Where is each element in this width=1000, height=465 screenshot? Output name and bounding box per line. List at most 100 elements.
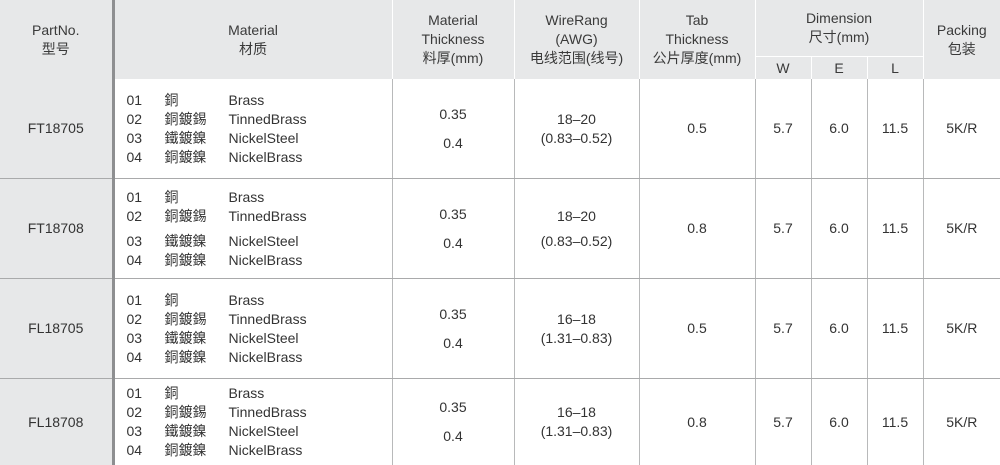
material-en: TinnedBrass (229, 207, 369, 226)
material-code: 01 (127, 91, 165, 110)
material-en: NickelBrass (229, 148, 369, 167)
material-code: 03 (127, 129, 165, 148)
header-dim-w: W (755, 57, 811, 80)
thickness-cell: 0.35 0.4 (392, 79, 514, 179)
material-en: NickelSteel (229, 129, 369, 148)
header-tab-l3: 公片厚度(mm) (640, 49, 755, 68)
material-en: NickelBrass (229, 348, 369, 367)
material-en: NickelSteel (229, 329, 369, 348)
wire-awg: 18–20 (515, 110, 639, 129)
dim-w: 5.7 (755, 279, 811, 379)
tab-thickness: 0.5 (639, 79, 755, 179)
dim-e: 6.0 (811, 279, 867, 379)
header-wire-l1: WireRang (515, 11, 639, 30)
material-code: 02 (127, 310, 165, 329)
thickness-value: 0.35 (393, 305, 514, 324)
header-row: PartNo. 型号 Material 材质 Material Thicknes… (0, 0, 1000, 57)
material-en: TinnedBrass (229, 403, 369, 422)
header-part-en: PartNo. (0, 21, 112, 40)
material-code: 04 (127, 148, 165, 167)
material-code: 04 (127, 441, 165, 460)
wire-awg: 16–18 (515, 310, 639, 329)
header-packing: Packing 包装 (923, 0, 1000, 79)
material-cn: 鐵鍍鎳 (165, 129, 229, 148)
material-code: 03 (127, 329, 165, 348)
part-number: FL18705 (0, 279, 113, 379)
packing: 5K/R (923, 179, 1000, 279)
material-en: Brass (229, 188, 369, 207)
material-cn: 銅 (165, 291, 229, 310)
header-dim-e: E (811, 57, 867, 80)
thickness-value: 0.4 (393, 234, 514, 253)
wire-mm: (0.83–0.52) (515, 129, 639, 148)
thickness-cell: 0.35 0.4 (392, 379, 514, 465)
dim-e: 6.0 (811, 79, 867, 179)
thickness-value: 0.35 (393, 105, 514, 124)
header-thickness-l2: Thickness (393, 30, 514, 49)
packing: 5K/R (923, 279, 1000, 379)
header-wire-l3: 电线范围(线号) (515, 49, 639, 68)
header-thickness-l3: 料厚(mm) (393, 49, 514, 68)
header-wire: WireRang (AWG) 电线范围(线号) (514, 0, 639, 79)
dim-e: 6.0 (811, 179, 867, 279)
header-dimension-en: Dimension (756, 9, 923, 28)
material-en: NickelSteel (229, 422, 369, 441)
dim-w: 5.7 (755, 179, 811, 279)
material-code: 03 (127, 232, 165, 251)
material-cn: 銅 (165, 91, 229, 110)
part-number: FT18708 (0, 179, 113, 279)
material-en: NickelBrass (229, 251, 369, 270)
material-en: NickelSteel (229, 232, 369, 251)
thickness-cell: 0.35 0.4 (392, 279, 514, 379)
dim-l: 11.5 (867, 179, 923, 279)
dim-l: 11.5 (867, 379, 923, 465)
packing: 5K/R (923, 379, 1000, 465)
header-dim-l: L (867, 57, 923, 80)
material-en: Brass (229, 384, 369, 403)
material-en: NickelBrass (229, 441, 369, 460)
wire-mm: (1.31–0.83) (515, 422, 639, 441)
header-packing-cn: 包装 (924, 40, 1000, 59)
thickness-cell: 0.35 0.4 (392, 179, 514, 279)
header-material-en: Material (115, 21, 392, 40)
material-cn: 銅 (165, 384, 229, 403)
header-wire-l2: (AWG) (515, 30, 639, 49)
material-cn: 鐵鍍鎳 (165, 329, 229, 348)
part-number: FL18708 (0, 379, 113, 465)
thickness-value: 0.35 (393, 398, 514, 417)
material-cn: 鐵鍍鎳 (165, 422, 229, 441)
material-en: Brass (229, 291, 369, 310)
thickness-value: 0.35 (393, 205, 514, 224)
material-cn: 銅鍍錫 (165, 110, 229, 129)
tab-thickness: 0.8 (639, 179, 755, 279)
thickness-value: 0.4 (393, 334, 514, 353)
wire-awg: 18–20 (515, 207, 639, 226)
header-material-cn: 材质 (115, 40, 392, 59)
wire-range-cell: 16–18 (1.31–0.83) (514, 379, 639, 465)
material-cn: 鐵鍍鎳 (165, 232, 229, 251)
material-code: 02 (127, 110, 165, 129)
header-tab-l1: Tab (640, 11, 755, 30)
header-part-cn: 型号 (0, 40, 112, 59)
material-cn: 銅鍍鎳 (165, 441, 229, 460)
material-cn: 銅鍍錫 (165, 310, 229, 329)
material-code: 04 (127, 251, 165, 270)
wire-range-cell: 16–18 (1.31–0.83) (514, 279, 639, 379)
dim-w: 5.7 (755, 379, 811, 465)
dim-w: 5.7 (755, 79, 811, 179)
header-dimension-cn: 尺寸(mm) (756, 28, 923, 47)
wire-mm: (1.31–0.83) (515, 329, 639, 348)
material-en: TinnedBrass (229, 310, 369, 329)
header-thickness: Material Thickness 料厚(mm) (392, 0, 514, 79)
tab-thickness: 0.5 (639, 279, 755, 379)
